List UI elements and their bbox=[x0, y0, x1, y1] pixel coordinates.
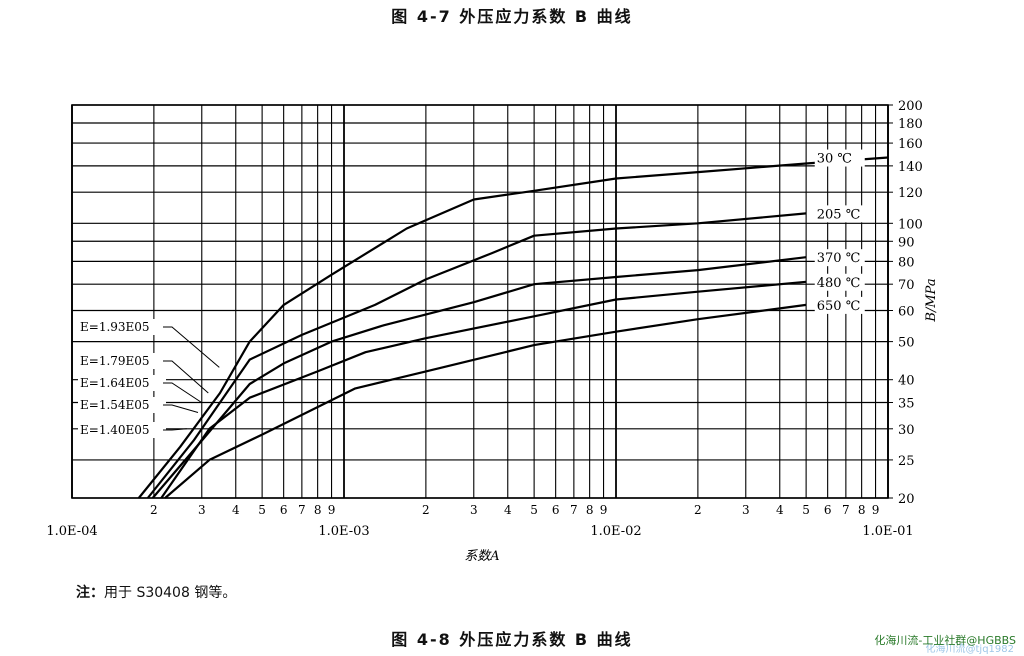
x-minor-label: 9 bbox=[600, 503, 608, 517]
chart-title-top: 图 4-7 外压应力系数 B 曲线 bbox=[391, 7, 633, 26]
x-minor-label: 2 bbox=[150, 503, 158, 517]
x-axis-label: 系数A bbox=[464, 549, 499, 564]
x-minor-label: 9 bbox=[872, 503, 880, 517]
x-minor-label: 9 bbox=[328, 503, 336, 517]
x-minor-label: 3 bbox=[742, 503, 750, 517]
x-minor-label: 6 bbox=[280, 503, 288, 517]
x-minor-label: 8 bbox=[858, 503, 866, 517]
modulus-label-bg-3 bbox=[78, 397, 166, 413]
y-tick-label-60: 60 bbox=[898, 304, 915, 319]
series-label-3: 480 ℃ bbox=[817, 276, 861, 291]
y-tick-labels: 20 25 30 35 40 50 60 70 80 90 100 120 140 160 180 200 bbox=[898, 99, 923, 507]
series-label-bg-2 bbox=[814, 249, 865, 267]
x-major-label-0: 1.0E-04 bbox=[46, 524, 97, 539]
x-minor-label: 5 bbox=[530, 503, 538, 517]
y-tick-label-30: 30 bbox=[898, 423, 915, 438]
x-tick-labels: 2 3 4 5 6 7 8 9 2 3 4 5 6 7 8 9 2 3 4 5 6 7 8 91.0E-04 1.0E-03 1.… bbox=[46, 503, 913, 539]
series-label-bg-1 bbox=[814, 205, 865, 223]
x-major-label-1: 1.0E-03 bbox=[318, 524, 369, 539]
footnote-text: 用于 S30408 钢等。 bbox=[104, 585, 237, 601]
series-line-3 bbox=[160, 280, 807, 499]
footnote: 注：用于 S30408 钢等。 bbox=[76, 582, 236, 602]
y-tick-label-35: 35 bbox=[898, 396, 915, 411]
modulus-leader-3 bbox=[163, 404, 199, 413]
series-label-2: 370 ℃ bbox=[817, 251, 861, 266]
footnote-prefix: 注： bbox=[76, 585, 104, 601]
modulus-label-4: E=1.40E05 bbox=[80, 423, 150, 437]
series-lines bbox=[137, 156, 889, 499]
y-tick-label-40: 40 bbox=[898, 374, 915, 389]
series-label-1: 205 ℃ bbox=[817, 207, 861, 222]
x-minor-label: 4 bbox=[776, 503, 784, 517]
modulus-leader-0 bbox=[163, 326, 220, 368]
series-labels: 30 ℃ 205 ℃ 370 ℃ 480 ℃ 650 ℃ bbox=[814, 149, 865, 314]
x-minor-label: 6 bbox=[552, 503, 560, 517]
y-tick-label-70: 70 bbox=[898, 278, 915, 293]
x-minor-label: 7 bbox=[842, 503, 850, 517]
y-tick-label-90: 90 bbox=[898, 235, 915, 250]
watermark: 化海川流-工业社群@HGBBS bbox=[874, 634, 1016, 647]
series-label-bg-4 bbox=[814, 296, 865, 314]
y-axis-label: B/MPa bbox=[924, 278, 939, 322]
x-minor-label: 4 bbox=[504, 503, 512, 517]
x-minor-label: 2 bbox=[422, 503, 430, 517]
series-label-0: 30 ℃ bbox=[817, 152, 852, 167]
series-label-4: 650 ℃ bbox=[817, 299, 861, 314]
modulus-leader-1 bbox=[163, 360, 209, 394]
modulus-label-2: E=1.64E05 bbox=[80, 376, 150, 390]
y-tick-label-200: 200 bbox=[898, 99, 923, 114]
y-tick-label-180: 180 bbox=[898, 117, 923, 132]
x-minor-label: 5 bbox=[258, 503, 266, 517]
y-tick-label-160: 160 bbox=[898, 137, 923, 152]
modulus-label-0: E=1.93E05 bbox=[80, 320, 150, 334]
y-tick-label-80: 80 bbox=[898, 255, 915, 270]
modulus-label-bg-0 bbox=[78, 319, 166, 335]
x-minor-label: 7 bbox=[570, 503, 578, 517]
series-label-bg-3 bbox=[814, 273, 865, 291]
x-minor-label: 6 bbox=[824, 503, 832, 517]
x-minor-label: 3 bbox=[198, 503, 206, 517]
series-line-1 bbox=[146, 212, 807, 499]
series-label-bg-0 bbox=[814, 149, 865, 167]
y-tick-label-25: 25 bbox=[898, 454, 915, 469]
x-minor-label: 3 bbox=[470, 503, 478, 517]
x-minor-label: 5 bbox=[802, 503, 810, 517]
watermark-sub: 化海川流@tjq1982 bbox=[925, 644, 1015, 655]
x-minor-label: 2 bbox=[694, 503, 702, 517]
x-minor-label: 7 bbox=[298, 503, 306, 517]
modulus-label-bg-4 bbox=[78, 422, 166, 438]
y-tick-label-20: 20 bbox=[898, 492, 915, 507]
y-tick-label-50: 50 bbox=[898, 336, 915, 351]
chart-title-bottom: 图 4-8 外压应力系数 B 曲线 bbox=[391, 630, 633, 649]
series-line-4 bbox=[164, 303, 807, 499]
x-major-label-2: 1.0E-02 bbox=[590, 524, 641, 539]
modulus-leader-4 bbox=[163, 428, 187, 431]
modulus-leader-2 bbox=[163, 382, 202, 403]
modulus-label-3: E=1.54E05 bbox=[80, 398, 150, 412]
modulus-label-bg-2 bbox=[78, 375, 166, 391]
y-tick-label-120: 120 bbox=[898, 186, 923, 201]
series-line-2 bbox=[151, 256, 807, 499]
y-tick-label-140: 140 bbox=[898, 160, 923, 175]
y-tick-label-100: 100 bbox=[898, 217, 923, 232]
x-minor-label: 4 bbox=[232, 503, 240, 517]
series-line-0 bbox=[137, 156, 889, 499]
modulus-label-1: E=1.79E05 bbox=[80, 354, 150, 368]
x-major-label-3: 1.0E-01 bbox=[862, 524, 913, 539]
x-minor-label: 8 bbox=[314, 503, 322, 517]
x-minor-label: 8 bbox=[586, 503, 594, 517]
modulus-labels: E=1.93E05 E=1.79E05 E=1.64E05 E=1.54E05 E=1.… bbox=[78, 319, 220, 438]
modulus-label-bg-1 bbox=[78, 353, 166, 369]
